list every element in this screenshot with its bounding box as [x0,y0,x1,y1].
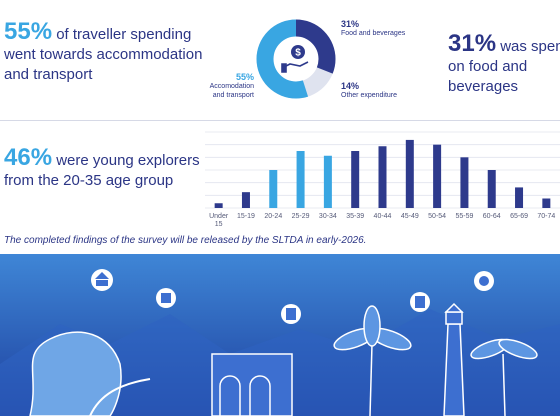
svg-text:$: $ [295,48,301,59]
rock-shape [29,331,122,416]
donut-acc-label: Accomodation and transport [209,83,254,99]
chart-bar-35-39 [351,151,360,208]
donut-other-label: Other expenditure [341,92,398,99]
donut-accommodation-segment [256,19,336,99]
chart-bar-under-15 [214,203,223,208]
chart-bar-15-19 [241,192,250,208]
chart-tick-label: 40-44 [374,213,392,220]
chart-tick-label: 25-29 [292,213,310,220]
sri-lanka-illustration [0,254,560,416]
money-hand-icon: $ [281,45,309,73]
document-pin-icon [281,304,301,324]
chart-bar-70-74 [542,198,551,208]
accommodation-stat-text: of traveller spending went towards accom… [4,26,203,83]
chart-tick-label: 30-34 [319,213,337,220]
chart-bar-65-69 [515,187,524,208]
chart-bar-20-24 [269,170,278,208]
young-explorers-stat: 46% were young explorers from the 20-35 … [4,146,204,191]
young-stat-text: were young explorers from the 20-35 age … [4,152,200,189]
lighthouse-icon [443,302,465,416]
donut-acc-pct: 55% [235,72,254,82]
age-group-bar-chart: Under 15 15-19 20-24 25-29 30-34 35-39 40-44 45-… [205,131,560,228]
accommodation-stat: 55% of traveller spending went towards a… [4,20,204,85]
chart-bars [214,139,551,208]
chart-tick-labels: Under 15 15-19 20-24 25-29 30-34 35-39 40-44 45-… [209,213,555,228]
spending-donut-chart: $ [256,19,336,99]
chart-tick-label: 65-69 [510,213,528,220]
chart-tick-label: Under 15 [209,213,229,228]
chart-tick-label: 55-59 [455,213,473,220]
chart-tick-label: 50-54 [428,213,446,220]
footnote: The completed findings of the survey wil… [4,235,367,246]
chart-bar-50-54 [433,144,442,208]
young-stat-pct: 46% [4,144,53,171]
chart-tick-label: 20-24 [264,213,282,220]
donut-food-pct: 31% [341,19,360,29]
donut-label-food: 31% Food and beverages [341,20,405,38]
chart-bar-45-49 [405,139,414,208]
chart-bar-55-59 [460,157,469,208]
luggage-pin-icon [156,288,176,308]
chart-bar-60-64 [487,170,496,208]
chart-bar-25-29 [296,151,305,208]
donut-label-accommodation: 55% Accomodation and transport [204,73,254,100]
chart-tick-label: 45-49 [401,213,419,220]
bridge-arches [219,375,271,416]
divider [0,120,560,121]
building-pin-icon [410,292,430,312]
chart-bar-40-44 [378,146,387,208]
bridge-shape [211,353,293,416]
location-pin-icon [91,269,113,291]
road-line [89,378,151,416]
palm-tree-icon [333,305,412,416]
donut-food-label: Food and beverages [341,30,406,37]
chart-tick-label: 60-64 [483,213,501,220]
chart-tick-label: 35-39 [346,213,364,220]
food-stat-pct: 31% [448,30,497,57]
food-stat-text: was spent on food and beverages [448,38,560,95]
donut-center [276,39,316,79]
donut-other-pct: 14% [341,81,360,91]
shopping-pin-icon [474,271,494,291]
chart-tick-label: 15-19 [237,213,255,220]
donut-label-other: 14% Other expenditure [341,82,397,100]
chart-tick-label: 70-74 [537,213,555,220]
food-stat: 31% was spent on food and beverages [448,32,560,97]
palm-tree-icon [470,338,538,416]
chart-bar-30-34 [323,155,332,208]
accommodation-stat-pct: 55% [4,18,53,45]
